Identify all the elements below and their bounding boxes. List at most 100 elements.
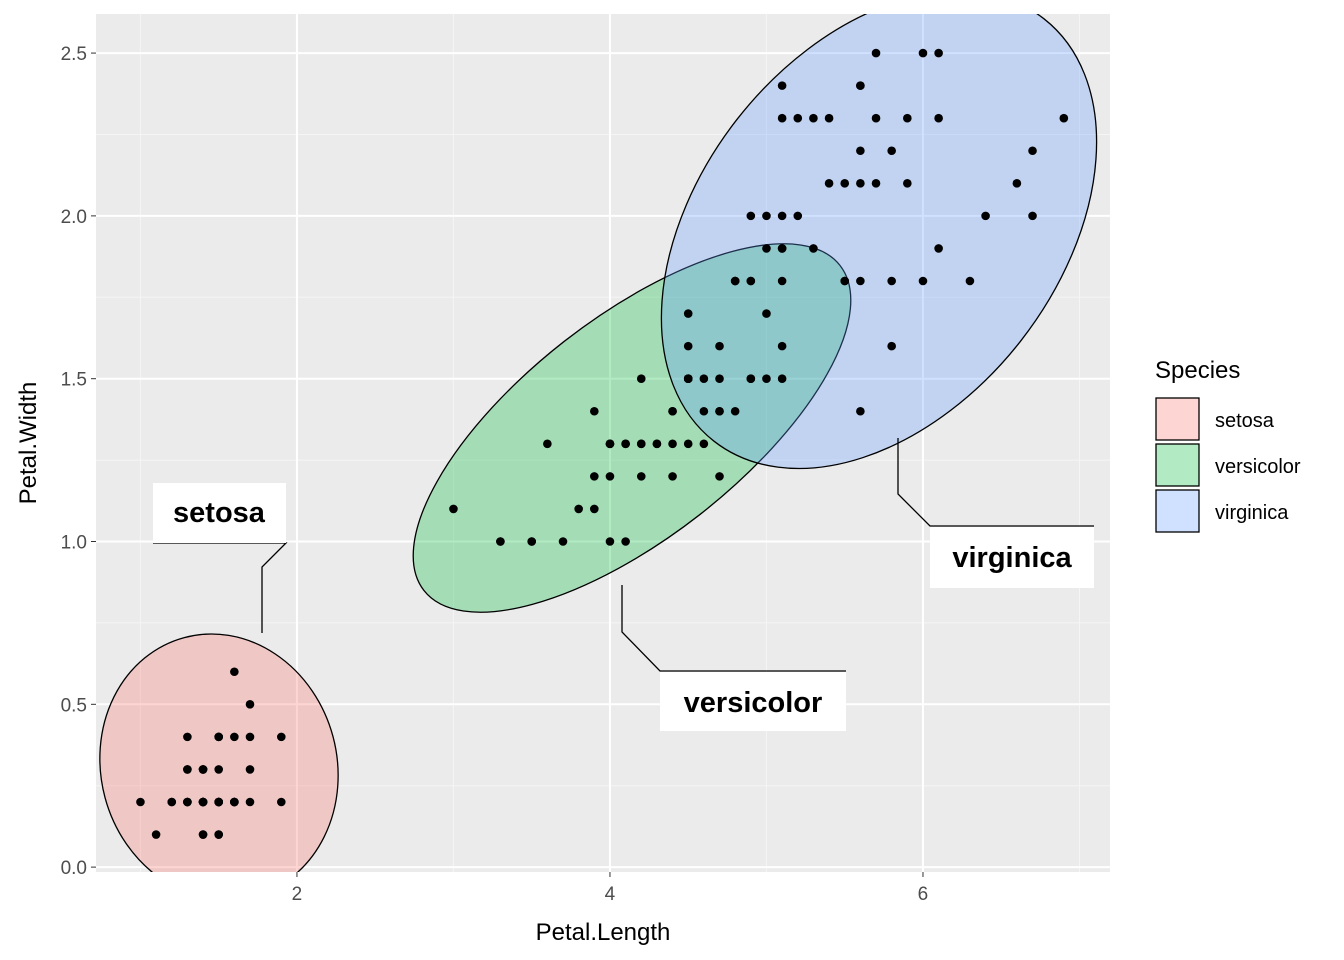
versicolor-point [605, 472, 615, 481]
versicolor-point [777, 341, 787, 351]
virginica-point [777, 374, 787, 383]
setosa-point [277, 797, 286, 807]
legend-label-virginica: virginica [1215, 502, 1289, 524]
virginica-point [871, 48, 881, 58]
virginica-point [918, 276, 928, 286]
virginica-point [824, 179, 834, 188]
y-tick-label: 2.5 [61, 44, 87, 65]
x-axis-title: Petal.Length [536, 919, 671, 946]
versicolor-point [730, 406, 740, 416]
virginica-point [809, 113, 818, 123]
x-tick-label: 2 [292, 884, 303, 905]
plot-panel [96, 14, 1110, 872]
setosa-point [151, 830, 161, 839]
versicolor-point [543, 439, 552, 449]
virginica-point [981, 211, 990, 221]
virginica-connector [897, 438, 1094, 527]
virginica-point [793, 211, 803, 221]
setosa-point [167, 797, 177, 807]
virginica-point [730, 276, 740, 286]
versicolor-point [762, 309, 771, 318]
ellipses [99, 14, 1098, 872]
setosa-point [214, 765, 224, 774]
x-tick-label: 4 [605, 884, 616, 905]
versicolor-point [715, 472, 724, 481]
virginica-point [871, 113, 881, 123]
setosa-point [198, 797, 208, 807]
versicolor-point [636, 439, 646, 449]
versicolor-point [652, 439, 662, 449]
virginica-point [871, 179, 881, 188]
y-axis-title: Petal.Width [15, 382, 42, 505]
virginica-point [856, 276, 865, 286]
x-tick-label: 6 [918, 884, 929, 905]
virginica-point [777, 81, 787, 90]
virginica-point [777, 211, 787, 221]
setosa-point [230, 797, 239, 807]
versicolor-point [605, 537, 615, 546]
virginica-point [934, 113, 943, 123]
virginica-label-text: virginica [952, 542, 1072, 574]
setosa-point [230, 732, 239, 742]
virginica-point [903, 113, 912, 123]
versicolor-point [449, 504, 458, 514]
setosa-point [230, 667, 239, 677]
virginica-point [840, 276, 850, 286]
y-axis: 0.0 0.5 1.0 1.5 2.0 2.5 [61, 44, 96, 879]
versicolor-point [699, 439, 709, 449]
virginica-point [809, 244, 818, 253]
virginica-point [777, 244, 787, 253]
setosa-point [198, 765, 208, 774]
versicolor-point [527, 537, 537, 546]
versicolor-point [605, 439, 615, 449]
virginica-point [1012, 179, 1022, 188]
versicolor-point [699, 406, 709, 416]
setosa-point [214, 732, 224, 742]
setosa-point [245, 765, 255, 774]
virginica-point [856, 406, 865, 416]
versicolor-point [668, 472, 677, 481]
setosa-point [183, 797, 192, 807]
versicolor-point [574, 504, 583, 514]
versicolor-point [715, 374, 724, 383]
versicolor-connector [621, 585, 846, 672]
virginica-point [777, 276, 787, 286]
virginica-point [856, 81, 865, 90]
virginica-point [793, 113, 803, 123]
setosa-point [214, 797, 224, 807]
virginica-point [887, 276, 896, 286]
setosa-point [245, 797, 255, 807]
versicolor-point [496, 537, 505, 546]
versicolor-point [636, 374, 646, 383]
virginica-point [762, 211, 771, 221]
x-axis: 2 4 6 [292, 872, 929, 905]
y-tick-label: 0.5 [61, 695, 87, 716]
versicolor-point [715, 406, 724, 416]
virginica-point [887, 341, 896, 351]
points [136, 48, 1069, 839]
versicolor-point [621, 537, 630, 546]
virginica-point [856, 179, 865, 188]
y-tick-label: 0.0 [61, 858, 87, 879]
versicolor-point [668, 406, 677, 416]
virginica-point [840, 179, 850, 188]
virginica-point [746, 211, 756, 221]
virginica-point [965, 276, 975, 286]
virginica-point [1028, 146, 1037, 156]
versicolor-point [683, 374, 693, 383]
versicolor-point [621, 439, 630, 449]
versicolor-label-text: versicolor [684, 687, 823, 719]
versicolor-point [590, 504, 599, 514]
versicolor-point [746, 374, 756, 383]
versicolor-point [715, 341, 724, 351]
virginica-point [746, 276, 756, 286]
virginica-ellipse [660, 14, 1098, 470]
legend: Species setosa versicolor virginica [1155, 357, 1301, 533]
legend-key-versicolor [1155, 443, 1200, 487]
virginica-label: virginica [930, 527, 1094, 588]
setosa-point [183, 765, 192, 774]
virginica-point [918, 48, 928, 58]
virginica-point [887, 146, 896, 156]
virginica-point [934, 48, 943, 58]
